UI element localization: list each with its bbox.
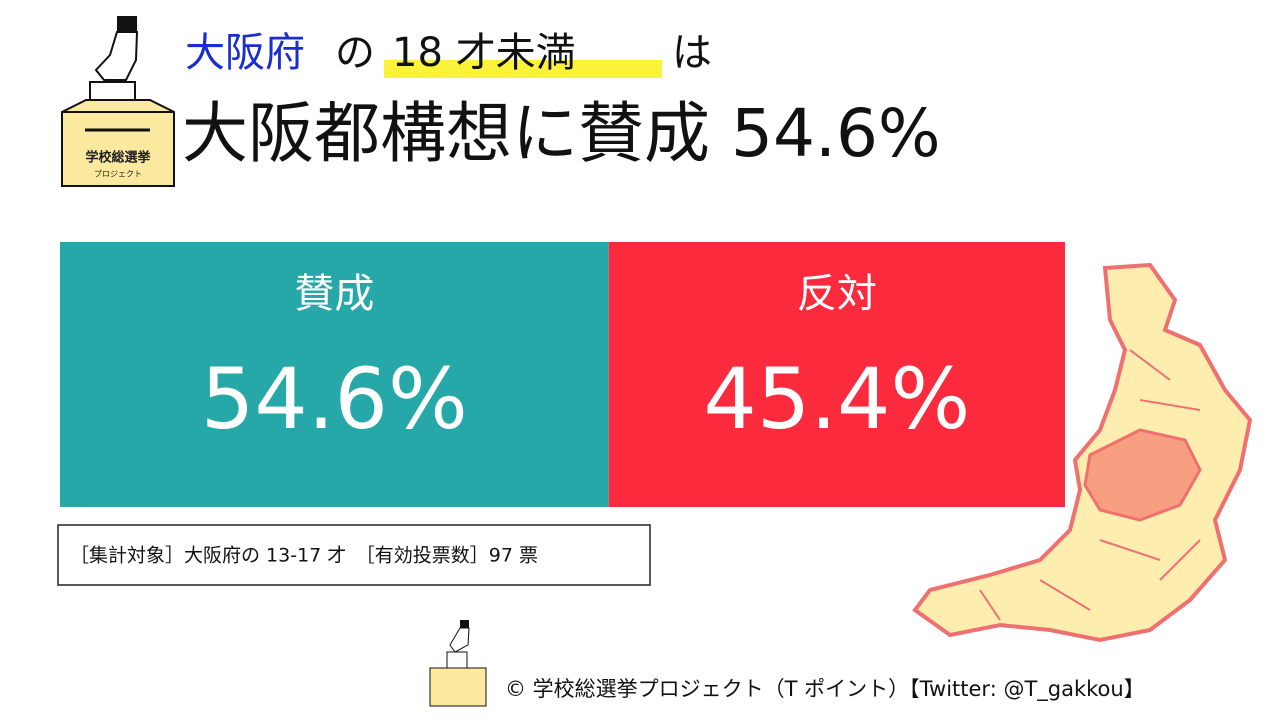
category-label: 賛成 (294, 271, 374, 317)
title-part: 大阪府 (185, 30, 305, 76)
title-part: 18 才未満 (392, 30, 576, 76)
value-label: 45.4% (703, 350, 970, 448)
headline: 大阪都構想に賛成 54.6% (182, 95, 941, 172)
credit: © 学校総選挙プロジェクト（T ポイント）【Twitter: @T_gakkou… (505, 677, 1145, 702)
credit-icon (429, 620, 487, 707)
map (912, 262, 1253, 643)
bar-segment (608, 242, 1065, 507)
bar-segment (60, 242, 609, 507)
value-label: 54.6% (201, 350, 468, 448)
note: ［集計対象］大阪府の 13-17 才 ［有効投票数］97 票 (70, 545, 538, 567)
logo-text: 学校総選挙 (85, 150, 151, 166)
title-part: の (335, 30, 375, 76)
logo-icon (61, 16, 175, 187)
title-highlight (384, 60, 662, 78)
logo-subtext: プロジェクト (94, 170, 142, 179)
title-part: は (672, 30, 712, 76)
category-label: 反対 (797, 271, 877, 317)
note-box (57, 524, 651, 586)
